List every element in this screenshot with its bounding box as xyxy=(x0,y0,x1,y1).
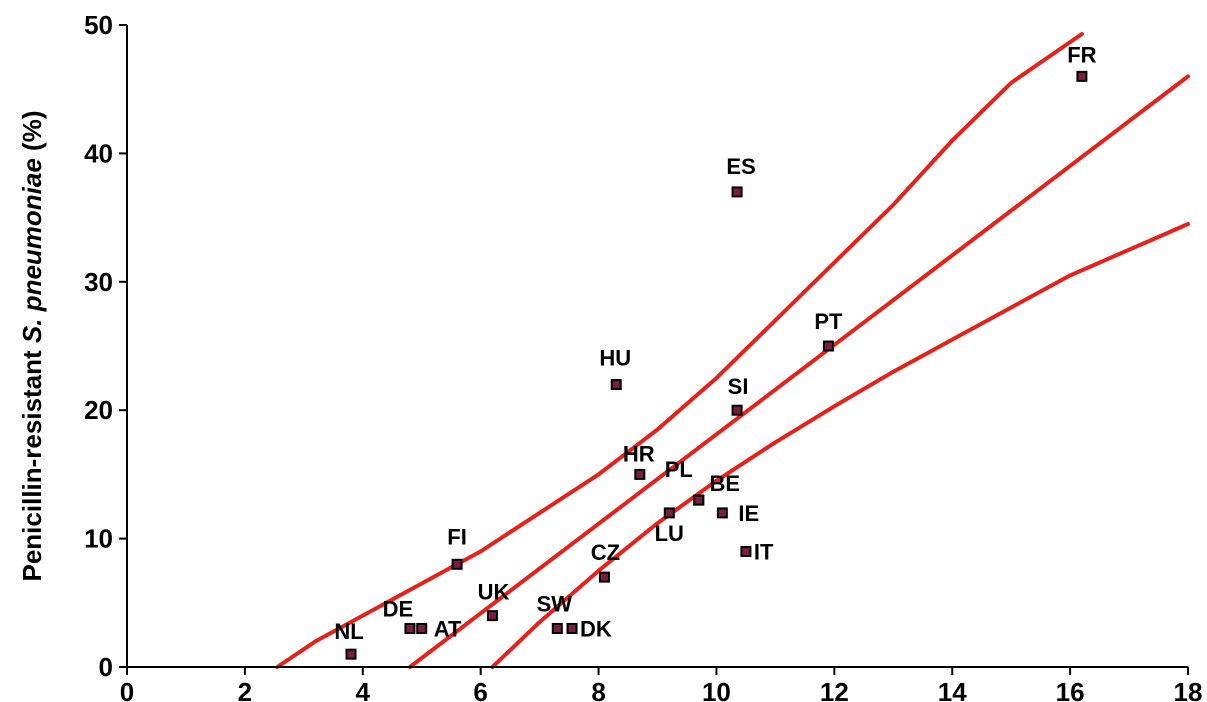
point-label: HR xyxy=(623,441,655,466)
upper-confidence-line xyxy=(275,32,1084,669)
y-axis-label-part: (%) xyxy=(17,111,47,159)
point-label: IE xyxy=(738,501,759,526)
x-tick-label: 6 xyxy=(473,677,487,702)
x-tick-label: 8 xyxy=(591,677,605,702)
y-tick-label: 0 xyxy=(99,652,113,682)
point-marker xyxy=(1076,70,1088,82)
axes-layer xyxy=(126,25,1188,668)
x-tick-label: 16 xyxy=(1056,677,1085,702)
point-marker xyxy=(663,507,675,519)
ticks-layer: 0 2 4 6 8 10 12 14 16 18 0 10 20 30 40 50 xyxy=(84,10,1202,702)
data-point-de: DE xyxy=(383,596,416,634)
x-tick-label: 10 xyxy=(702,677,731,702)
point-label: SI xyxy=(728,374,749,399)
data-point-es: ES xyxy=(726,154,756,198)
y-tick-label: 10 xyxy=(84,524,113,554)
lower-confidence-line xyxy=(490,222,1190,669)
data-point-at: AT xyxy=(416,616,462,641)
point-marker xyxy=(598,571,610,583)
point-label: UK xyxy=(478,580,510,605)
point-label: BE xyxy=(709,471,740,496)
x-tick-label: 0 xyxy=(120,677,134,702)
point-label: PL xyxy=(665,457,693,482)
y-tick-label: 40 xyxy=(84,138,113,168)
data-point-fi: FI xyxy=(447,524,467,570)
point-label: FI xyxy=(447,524,467,549)
point-marker xyxy=(693,494,705,506)
data-point-ie: IE xyxy=(716,501,759,526)
point-label: IT xyxy=(754,539,774,564)
y-tick-label: 20 xyxy=(84,395,113,425)
point-label: AT xyxy=(434,616,462,641)
data-point-fr: FR xyxy=(1067,42,1097,82)
point-marker xyxy=(451,558,463,570)
point-label: SW xyxy=(537,591,573,616)
point-marker xyxy=(416,622,428,634)
point-marker xyxy=(486,610,498,622)
point-marker xyxy=(634,468,646,480)
data-point-sw: SW xyxy=(537,591,573,634)
point-label: ES xyxy=(726,154,755,179)
point-marker xyxy=(610,379,622,391)
y-tick-label: 30 xyxy=(84,267,113,297)
data-point-uk: UK xyxy=(478,580,510,622)
x-tick-label: 4 xyxy=(356,677,371,702)
point-label: DK xyxy=(580,616,612,641)
data-point-dk: DK xyxy=(566,616,612,641)
x-tick-label: 18 xyxy=(1174,677,1203,702)
data-point-hr: HR xyxy=(623,441,655,480)
regression-line xyxy=(407,74,1190,669)
data-point-lu: LU xyxy=(655,507,684,546)
x-tick-label: 12 xyxy=(820,677,849,702)
fit-lines-layer xyxy=(275,32,1190,669)
point-label: HU xyxy=(599,346,631,371)
y-axis-label-part: Penicillin-resistant xyxy=(17,343,47,581)
point-label: DE xyxy=(383,596,414,621)
data-point-cz: CZ xyxy=(591,540,620,583)
point-label: CZ xyxy=(591,540,620,565)
y-axis-label-part: S. pneumoniae xyxy=(17,158,47,343)
data-point-hu: HU xyxy=(599,346,631,391)
point-label: LU xyxy=(655,521,684,546)
points-layer: NL DE AT FI UK SW DK CZ HU HR LU PL BE IE SI ES IT PT FR xyxy=(334,42,1097,660)
point-label: PT xyxy=(814,309,843,334)
point-label: NL xyxy=(334,619,363,644)
data-point-be: BE xyxy=(693,471,740,506)
x-tick-label: 14 xyxy=(938,677,967,702)
point-marker xyxy=(345,648,357,660)
point-label: FR xyxy=(1067,42,1096,67)
point-marker xyxy=(716,507,728,519)
point-marker xyxy=(404,622,416,634)
data-point-si: SI xyxy=(728,374,749,416)
y-axis-label: Penicillin-resistant S. pneumoniae (%) xyxy=(17,111,47,582)
point-marker xyxy=(740,545,752,557)
data-point-it: IT xyxy=(740,539,774,564)
data-point-nl: NL xyxy=(334,619,364,660)
x-tick-label: 2 xyxy=(238,677,252,702)
point-marker xyxy=(731,186,743,198)
point-marker xyxy=(731,404,743,416)
point-marker xyxy=(822,340,834,352)
point-marker xyxy=(551,622,563,634)
y-tick-label: 50 xyxy=(84,10,113,40)
point-marker xyxy=(566,622,578,634)
data-point-pt: PT xyxy=(814,309,843,352)
